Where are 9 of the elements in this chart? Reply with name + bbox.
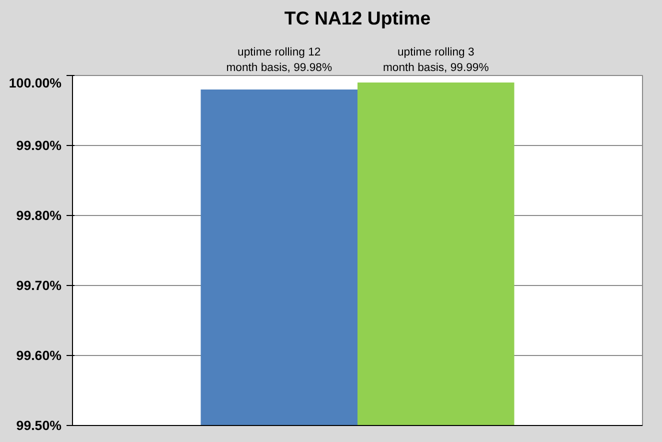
data-label: uptime rolling 3 month basis, 99.99% — [382, 46, 489, 74]
y-tick-label: 99.80% — [16, 208, 62, 223]
y-tick-label: 99.50% — [16, 418, 62, 433]
y-tick-label: 99.60% — [16, 348, 62, 363]
data-label: uptime rolling 12 month basis, 99.98% — [226, 46, 332, 74]
y-tick-label: 99.90% — [16, 138, 62, 153]
chart-title: TC NA12 Uptime — [284, 8, 431, 28]
y-tick-label: 100.00% — [8, 76, 62, 90]
y-tick-label: 99.70% — [16, 278, 62, 293]
